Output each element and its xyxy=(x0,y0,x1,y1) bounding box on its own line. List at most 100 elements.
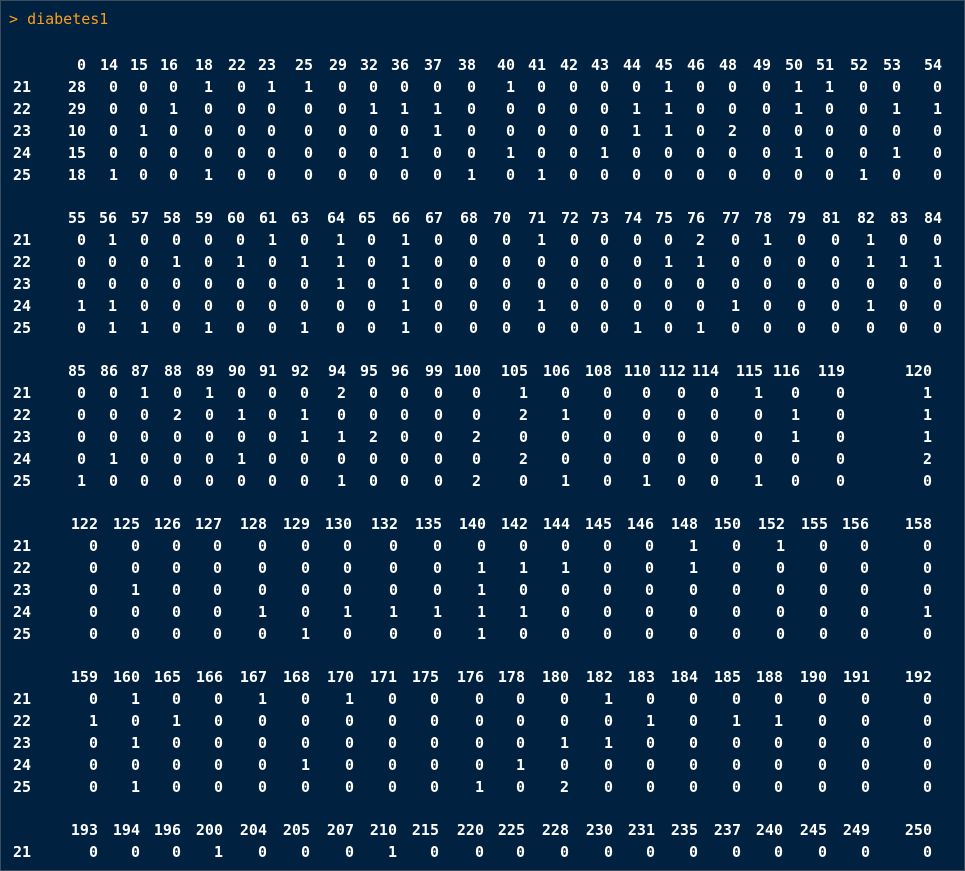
table-cell: 0 xyxy=(602,450,612,468)
table-cell: 0 xyxy=(88,843,98,861)
column-header: 72 xyxy=(560,209,579,227)
column-header: 73 xyxy=(590,209,609,227)
column-header: 126 xyxy=(153,515,181,533)
table-cell: 0 xyxy=(257,581,267,599)
table-cell: 10 xyxy=(67,122,86,140)
table-cell: 0 xyxy=(796,275,806,293)
console-command-line[interactable]: > diabetes1 xyxy=(9,9,108,29)
table-cell: 1 xyxy=(793,100,803,118)
table-cell: 0 xyxy=(818,625,828,643)
table-cell: 0 xyxy=(257,712,267,730)
table-cell: 0 xyxy=(641,406,651,424)
column-header: 88 xyxy=(163,362,182,380)
table-cell: 0 xyxy=(432,559,442,577)
column-header: 178 xyxy=(497,668,525,686)
table-cell: 18 xyxy=(67,166,86,184)
table-cell: 0 xyxy=(632,275,642,293)
table-cell: 0 xyxy=(641,428,651,446)
column-header: 120 xyxy=(904,362,932,380)
table-cell: 0 xyxy=(139,450,149,468)
table-cell: 1 xyxy=(645,712,655,730)
table-cell: 0 xyxy=(368,450,378,468)
table-cell: 0 xyxy=(429,734,439,752)
table-cell: 0 xyxy=(433,428,443,446)
table-cell: 0 xyxy=(817,734,827,752)
table-row: 23 10 0 1 0 0 0 0 0 0 0 0 1 0 0 0 0 0 1 1 0 2 0 0 0 0 0 0 xyxy=(1,120,964,142)
table-cell: 0 xyxy=(471,384,481,402)
table-cell: 0 xyxy=(235,297,245,315)
table-cell: 0 xyxy=(432,625,442,643)
table-cell: 0 xyxy=(830,275,840,293)
table-cell: 0 xyxy=(568,166,578,184)
table-cell: 0 xyxy=(203,253,213,271)
column-header: 127 xyxy=(194,515,222,533)
table-cell: 0 xyxy=(505,122,515,140)
table-cell: 0 xyxy=(731,734,741,752)
table-cell: 1 xyxy=(466,166,476,184)
table-cell: 0 xyxy=(130,712,140,730)
column-header: 150 xyxy=(713,515,741,533)
row-label: 21 xyxy=(12,384,31,402)
column-header: 63 xyxy=(290,209,309,227)
table-cell: 0 xyxy=(645,843,655,861)
table-cell: 1 xyxy=(400,231,410,249)
table-cell: 0 xyxy=(108,100,118,118)
table-cell: 0 xyxy=(429,712,439,730)
table-cell: 0 xyxy=(335,319,345,337)
column-header: 65 xyxy=(357,209,376,227)
table-cell: 1 xyxy=(663,78,673,96)
prompt-symbol: > xyxy=(9,10,19,28)
table-block: 85 86 87 88 89 90 91 92 94 95 96 99 100 105 106 108 110 1… xyxy=(1,360,964,492)
column-header: 159 xyxy=(70,668,98,686)
table-cell: 0 xyxy=(695,122,705,140)
table-cell: 0 xyxy=(88,734,98,752)
table-row: 23 0 0 0 0 0 0 0 1 1 2 0 0 2 0 0 0 0 0 0 0 1 0 1 xyxy=(1,426,964,448)
table-cell: 0 xyxy=(213,712,223,730)
table-cell: 0 xyxy=(695,166,705,184)
row-label: 22 xyxy=(12,100,31,118)
table-cell: 0 xyxy=(474,712,484,730)
table-cell: 0 xyxy=(108,406,118,424)
table-cell: 1 xyxy=(898,253,908,271)
table-cell: 0 xyxy=(212,625,222,643)
column-header-row: 193 194 196 200 204 205 207 210 215 220 225 228 230 2… xyxy=(1,819,964,841)
table-cell: 0 xyxy=(388,559,398,577)
table-cell: 0 xyxy=(88,581,98,599)
table-cell: 0 xyxy=(368,122,378,140)
table-cell: 0 xyxy=(300,559,310,577)
column-header: 90 xyxy=(227,362,246,380)
table-cell: 0 xyxy=(688,603,698,621)
column-header: 158 xyxy=(904,515,932,533)
table-cell: 0 xyxy=(761,100,771,118)
table-cell: 1 xyxy=(695,319,705,337)
column-header: 155 xyxy=(800,515,828,533)
table-cell: 0 xyxy=(730,319,740,337)
table-cell: 0 xyxy=(663,231,673,249)
column-header: 132 xyxy=(370,515,398,533)
column-header: 94 xyxy=(327,362,346,380)
table-cell: 0 xyxy=(922,581,932,599)
column-header: 152 xyxy=(757,515,785,533)
table-cell: 0 xyxy=(793,166,803,184)
table-cell: 1 xyxy=(303,78,313,96)
column-header: 48 xyxy=(718,56,737,74)
table-cell: 0 xyxy=(108,78,118,96)
table-cell: 0 xyxy=(835,406,845,424)
table-cell: 1 xyxy=(203,166,213,184)
table-cell: 0 xyxy=(560,384,570,402)
column-header: 193 xyxy=(70,821,98,839)
table-cell: 0 xyxy=(644,603,654,621)
table-cell: 0 xyxy=(172,450,182,468)
table-cell: 1 xyxy=(107,319,117,337)
table-cell: 1 xyxy=(400,253,410,271)
row-label: 24 xyxy=(12,297,31,315)
table-cell: 1 xyxy=(730,297,740,315)
table-cell: 1 xyxy=(400,275,410,293)
table-cell: 0 xyxy=(603,712,613,730)
table-cell: 0 xyxy=(568,78,578,96)
table-cell: 0 xyxy=(818,559,828,577)
row-label: 21 xyxy=(12,537,31,555)
table-cell: 0 xyxy=(204,406,214,424)
table-cell: 0 xyxy=(762,275,772,293)
column-header: 119 xyxy=(817,362,845,380)
